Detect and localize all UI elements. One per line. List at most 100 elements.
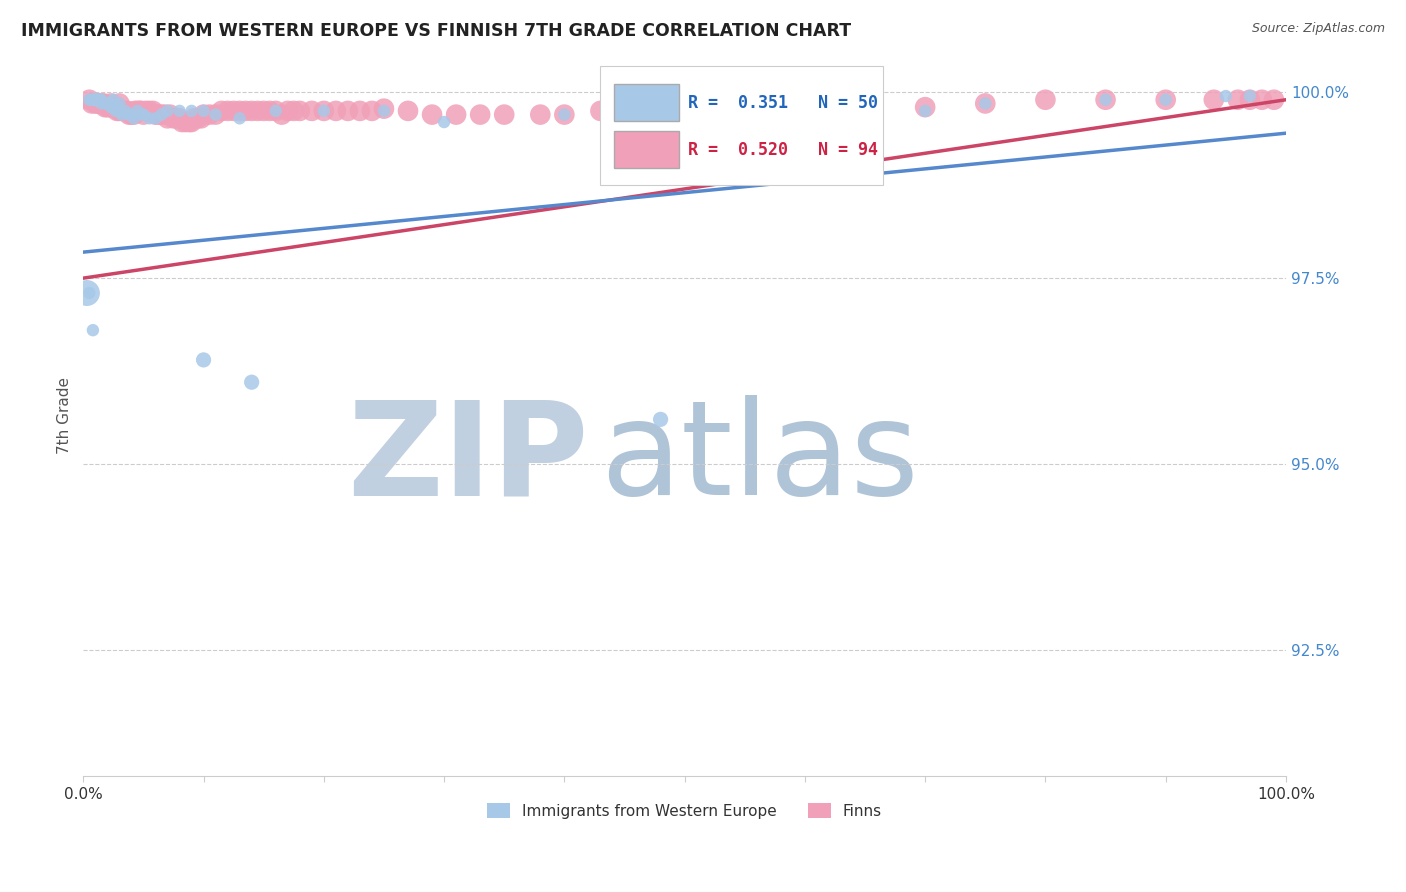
- Point: [193, 107, 215, 121]
- Point: [84, 96, 107, 111]
- Point: [180, 103, 202, 118]
- Point: [132, 107, 155, 121]
- Point: [111, 107, 134, 121]
- Point: [104, 100, 127, 114]
- Point: [87, 93, 110, 107]
- Point: [494, 107, 516, 121]
- Point: [1263, 93, 1285, 107]
- Point: [710, 100, 733, 114]
- Point: [87, 93, 110, 107]
- Point: [156, 103, 179, 118]
- Point: [240, 375, 263, 389]
- Point: [529, 107, 551, 121]
- Point: [100, 96, 122, 111]
- FancyBboxPatch shape: [613, 131, 679, 169]
- Point: [118, 107, 141, 121]
- Point: [98, 100, 121, 114]
- Point: [87, 96, 110, 111]
- Point: [129, 107, 152, 121]
- Point: [183, 112, 205, 126]
- Point: [80, 93, 103, 107]
- Point: [1154, 93, 1177, 107]
- Point: [82, 323, 104, 337]
- Point: [145, 112, 167, 126]
- Point: [132, 107, 155, 121]
- Point: [301, 103, 323, 118]
- Point: [122, 107, 145, 121]
- Legend: Immigrants from Western Europe, Finns: Immigrants from Western Europe, Finns: [479, 795, 890, 826]
- Point: [222, 103, 245, 118]
- Point: [162, 112, 184, 126]
- Point: [94, 96, 117, 111]
- Point: [259, 103, 281, 118]
- Point: [114, 103, 136, 118]
- Text: ZIP: ZIP: [347, 395, 589, 523]
- Point: [253, 103, 276, 118]
- Point: [122, 112, 145, 126]
- Point: [96, 100, 118, 114]
- Point: [103, 100, 125, 114]
- Point: [79, 285, 101, 300]
- Point: [146, 107, 169, 121]
- Point: [217, 103, 239, 118]
- Point: [204, 107, 226, 121]
- Point: [288, 103, 311, 118]
- Text: IMMIGRANTS FROM WESTERN EUROPE VS FINNISH 7TH GRADE CORRELATION CHART: IMMIGRANTS FROM WESTERN EUROPE VS FINNIS…: [21, 22, 851, 40]
- Point: [626, 100, 648, 114]
- Point: [108, 103, 131, 118]
- Point: [187, 112, 209, 126]
- Point: [90, 96, 112, 111]
- Point: [108, 103, 131, 118]
- Point: [1226, 93, 1249, 107]
- Point: [312, 103, 335, 118]
- Point: [204, 107, 226, 121]
- Point: [1154, 93, 1177, 107]
- Point: [120, 107, 142, 121]
- Point: [127, 103, 149, 118]
- Point: [193, 352, 215, 367]
- Point: [82, 93, 104, 107]
- Point: [325, 103, 347, 118]
- Point: [1251, 93, 1274, 107]
- Point: [169, 103, 191, 118]
- Point: [914, 103, 936, 118]
- Point: [336, 103, 359, 118]
- Point: [373, 103, 395, 118]
- Point: [80, 96, 103, 111]
- Point: [264, 103, 287, 118]
- Point: [433, 115, 456, 129]
- Point: [174, 115, 197, 129]
- Text: Source: ZipAtlas.com: Source: ZipAtlas.com: [1251, 22, 1385, 36]
- Point: [240, 103, 263, 118]
- Point: [793, 107, 815, 121]
- Point: [1239, 89, 1261, 103]
- Point: [853, 103, 876, 118]
- Point: [103, 93, 125, 107]
- Point: [87, 96, 110, 111]
- Point: [444, 107, 467, 121]
- Point: [589, 103, 612, 118]
- Point: [150, 107, 173, 121]
- Point: [129, 103, 152, 118]
- Point: [745, 103, 768, 118]
- Point: [277, 103, 299, 118]
- Point: [193, 103, 215, 118]
- Point: [156, 112, 179, 126]
- Point: [190, 112, 212, 126]
- Point: [138, 112, 160, 126]
- Point: [211, 103, 233, 118]
- Point: [270, 107, 292, 121]
- Point: [117, 103, 139, 118]
- Point: [94, 100, 117, 114]
- Point: [974, 96, 997, 111]
- Point: [914, 100, 936, 114]
- Point: [118, 107, 141, 121]
- Point: [470, 107, 492, 121]
- Text: R =  0.520   N = 94: R = 0.520 N = 94: [688, 141, 879, 159]
- Point: [169, 112, 191, 126]
- Point: [127, 103, 149, 118]
- Point: [1094, 93, 1116, 107]
- Point: [111, 103, 134, 118]
- Point: [180, 115, 202, 129]
- Point: [1215, 89, 1237, 103]
